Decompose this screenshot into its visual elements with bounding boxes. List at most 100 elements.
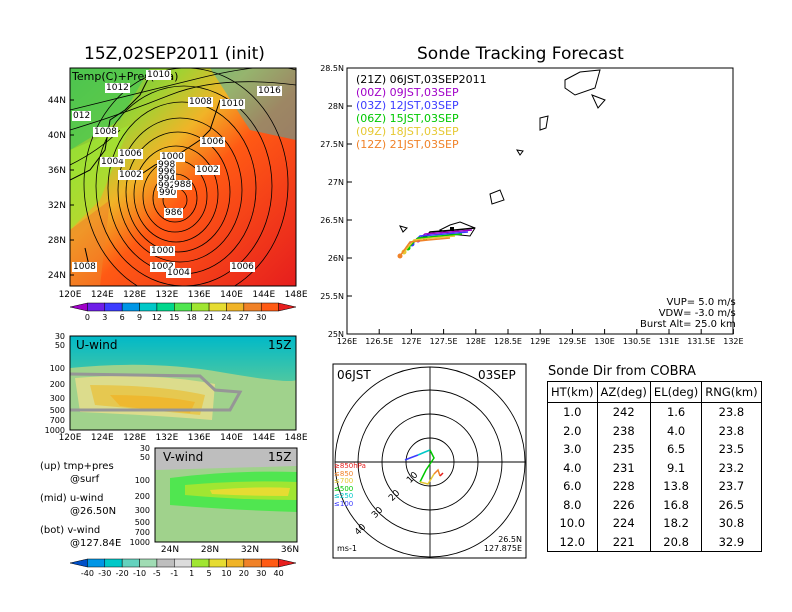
- colorbar-swatch: [278, 302, 297, 312]
- colorbar-label: 6: [120, 313, 125, 322]
- map-lon-tick: 144E: [252, 290, 275, 300]
- colorbar-label: -1: [170, 569, 178, 578]
- isobar-label: 1002: [150, 262, 175, 272]
- isobar-label: 986: [164, 208, 184, 218]
- colorbar-swatch: [156, 302, 175, 312]
- sonde-table-title: Sonde Dir from COBRA: [548, 364, 696, 379]
- table-cell: 228: [596, 477, 651, 496]
- map-lon-tick: 136E: [188, 290, 211, 300]
- track-lon-tick: 128.5E: [494, 337, 522, 346]
- uwind-x-tick: 124E: [91, 433, 114, 443]
- sonde-table-header-cell: EL(deg): [649, 381, 703, 403]
- colorbar-swatch: [174, 302, 192, 312]
- isobar-label: 994: [157, 174, 177, 184]
- colorbar-swatch: [156, 558, 175, 568]
- uwind-y-tick: 30: [55, 332, 65, 341]
- table-cell: 23.8: [701, 402, 762, 422]
- vwind-y-tick: 1000: [130, 538, 150, 547]
- colorbar-label: 5: [207, 569, 212, 578]
- sonde-table-header-cell: AZ(deg): [596, 381, 651, 403]
- table-cell: 224: [596, 514, 651, 533]
- hodo-lon: 127.875E: [483, 544, 522, 553]
- colorbar-label: 40: [274, 569, 284, 578]
- track-lat-tick: 25.5N: [320, 292, 344, 301]
- table-cell: 10.0: [547, 514, 598, 533]
- note-up-2: @surf: [70, 474, 100, 485]
- colorbar-label: -20: [116, 569, 129, 578]
- table-cell: 13.8: [649, 477, 703, 496]
- track-legend-entry: (03Z) 12JST,03SEP: [356, 99, 459, 112]
- track-title: Sonde Tracking Forecast: [417, 44, 624, 64]
- colorbar-swatch: [104, 302, 123, 312]
- isobar-label: 996: [157, 167, 177, 177]
- track-legend-entry: (06Z) 15JST,03SEP: [356, 112, 459, 125]
- hodograph: [332, 363, 527, 559]
- hodo-legend-entry: ≤250: [334, 492, 354, 500]
- table-row: 3.0 235 6.5 23.5: [547, 440, 762, 459]
- uwind-x-tick: 132E: [155, 433, 178, 443]
- track-lon-tick: 130.5E: [623, 337, 651, 346]
- table-cell: 242: [596, 402, 651, 422]
- track-lat-tick: 28.5N: [320, 64, 344, 73]
- track-lon-tick: 127E: [401, 337, 421, 346]
- colorbar-swatch: [243, 558, 262, 568]
- temperature-map: [69, 67, 297, 287]
- table-row: 12.0 221 20.8 32.9: [547, 532, 762, 552]
- isobar-label: 1010: [220, 99, 245, 109]
- vup-text: VUP= 5.0 m/s: [666, 297, 736, 308]
- vwind-x-tick: 24N: [161, 545, 179, 555]
- colorbar-swatch: [226, 302, 245, 312]
- colorbar-label: 1: [189, 569, 194, 578]
- table-cell: 26.5: [701, 495, 762, 514]
- isobar-label: 1006: [200, 137, 225, 147]
- isobar-label: 1012: [105, 83, 130, 93]
- hodo-legend-entry: ≤500: [334, 484, 354, 493]
- table-cell: 235: [596, 440, 651, 459]
- colorbar-swatch: [69, 558, 88, 568]
- uwind-label: U-wind: [76, 338, 118, 352]
- isobar-label: 1016: [257, 86, 282, 96]
- vwind-y-tick: 200: [135, 492, 150, 501]
- table-cell: 4.0: [649, 421, 703, 440]
- colorbar-swatch: [260, 558, 279, 568]
- table-cell: 32.9: [701, 532, 762, 552]
- uwind-y-tick: 300: [50, 394, 65, 403]
- table-row: 4.0 231 9.1 23.2: [547, 458, 762, 477]
- track-lat-tick: 28N: [328, 102, 344, 111]
- colorbar-label: 20: [239, 569, 249, 578]
- colorbar-label: 21: [204, 313, 214, 322]
- track-legend-entry: (00Z) 09JST,03SEP: [356, 86, 459, 99]
- table-row: 2.0 238 4.0 23.8: [547, 421, 762, 440]
- table-cell: 2.0: [547, 421, 598, 440]
- map-lon-tick: 148E: [285, 290, 308, 300]
- hodo-legend: ≥850hPa ≤850 ≤700 ≤500 ≤250 ≤100: [334, 462, 366, 508]
- uwind-y-tick: 50: [55, 341, 65, 350]
- sonde-table-body: 1.0 242 1.6 23.8 2.0 238 4.0 23.8 3.0 235 6.5 23.5 4…: [547, 402, 762, 552]
- note-bot: (bot) v-wind @127.84E: [40, 524, 121, 550]
- isobar-label: 1006: [118, 149, 143, 159]
- table-row: 1.0 242 1.6 23.8: [547, 402, 762, 422]
- sonde-table-header-cell: RNG(km): [701, 381, 762, 403]
- track-lon-tick: 132E: [723, 337, 743, 346]
- isobar-label: 998: [157, 160, 177, 170]
- colorbar-label: 10: [221, 569, 231, 578]
- launch-marker: [450, 227, 454, 231]
- uwind-time: 15Z: [268, 338, 292, 352]
- map-lon-tick: 124E: [91, 290, 114, 300]
- table-row: 8.0 226 16.8 26.5: [547, 495, 762, 514]
- table-cell: 16.8: [649, 495, 703, 514]
- table-cell: 221: [596, 532, 651, 552]
- table-cell: 23.5: [701, 440, 762, 459]
- colorbar-label: 3: [102, 313, 107, 322]
- table-row: 10.0 224 18.2 30.8: [547, 514, 762, 533]
- map-lat-tick: 36N: [48, 166, 66, 176]
- table-cell: 23.8: [701, 421, 762, 440]
- vwind-y-tick: 700: [135, 528, 150, 537]
- colorbar-swatch: [139, 302, 158, 312]
- colorbar-label: 0: [85, 313, 90, 322]
- track-legend-entry: (21Z) 06JST,03SEP2011: [356, 73, 487, 86]
- track-legend-entry: (12Z) 21JST,03SEP: [356, 138, 459, 151]
- track-legend: (21Z) 06JST,03SEP2011 (00Z) 09JST,03SEP (0…: [356, 73, 487, 151]
- track-lat-tick: 27N: [328, 178, 344, 187]
